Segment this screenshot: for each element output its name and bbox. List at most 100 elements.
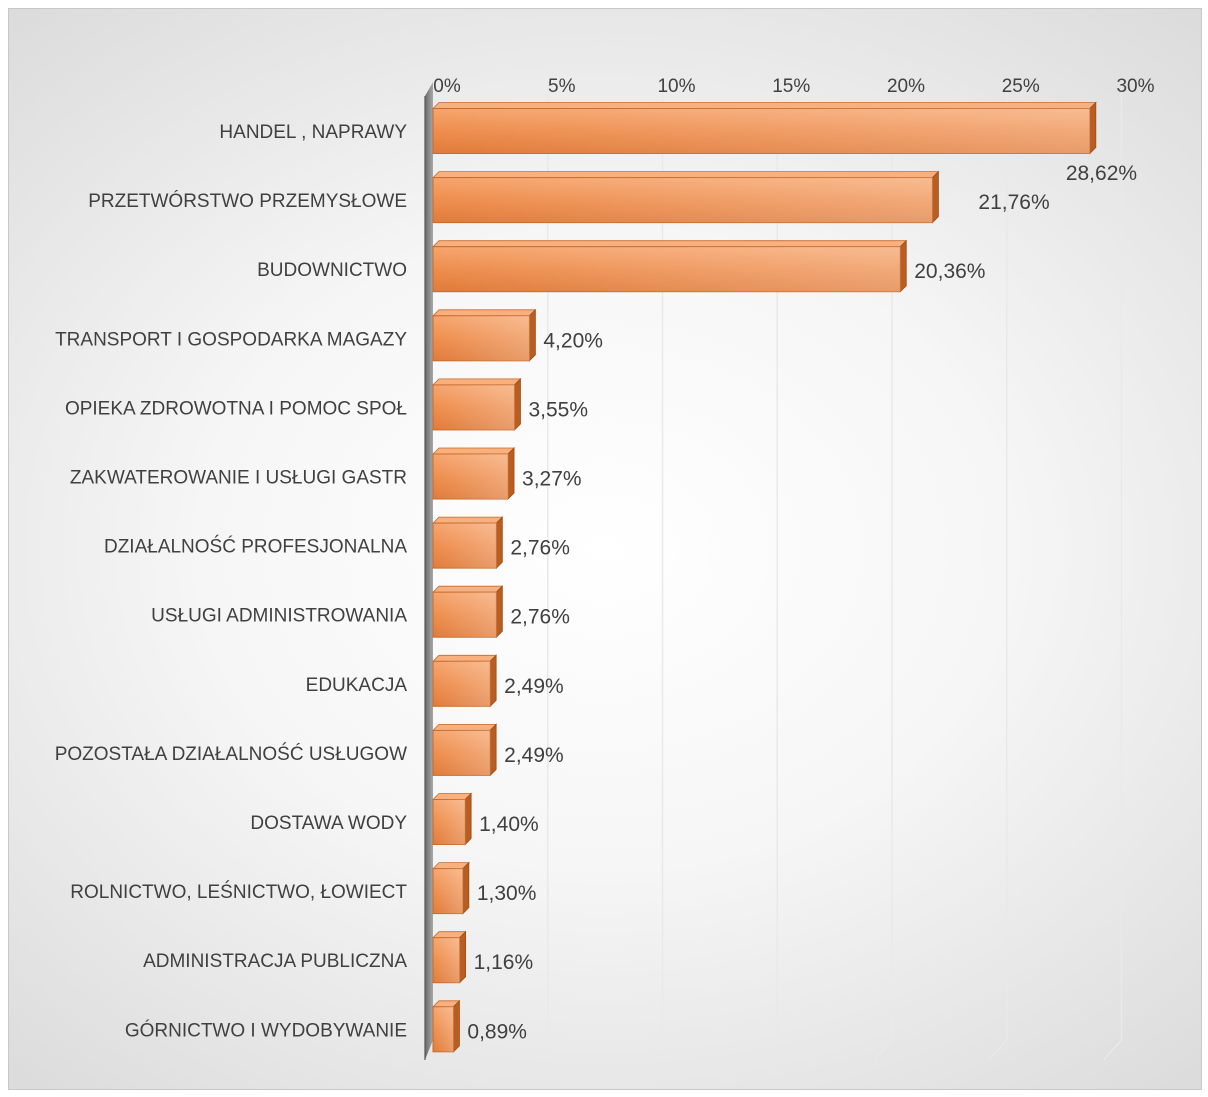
category-label: OPIEKA ZDROWOTNA I POMOC SPOŁ	[65, 398, 407, 419]
bar-top-face	[432, 793, 473, 800]
bar-top-face	[432, 309, 537, 317]
gridline	[643, 82, 664, 1061]
bar-side-face	[489, 654, 497, 708]
bar	[432, 861, 470, 915]
x-tick-label: 25%	[1002, 76, 1040, 97]
bar-sheen	[433, 937, 460, 983]
bar-side-face	[899, 239, 907, 293]
gridlines: 0% 5% 10% 15% 20% 25% 30%	[433, 76, 1155, 1061]
data-label: 21,76%	[978, 191, 1049, 214]
axis	[424, 82, 433, 1060]
data-label: 2,49%	[504, 675, 564, 698]
category-label: TRANSPORT I GOSPODARKA MAGAZY	[55, 329, 407, 350]
bar-top-face	[432, 654, 498, 662]
category-label: ZAKWATEROWANIE I USŁUGI GASTR	[70, 468, 407, 489]
category-label: PRZETWÓRSTWO PRZEMYSŁOWE	[88, 190, 407, 212]
category-label: DOSTAWA WODY	[250, 813, 407, 834]
data-label: 20,36%	[914, 260, 985, 283]
category-label: DZIAŁALNOŚĆ PROFESJONALNA	[104, 536, 407, 558]
bar-side-face	[495, 585, 503, 639]
bar	[432, 101, 1097, 155]
bar	[432, 170, 940, 224]
bar-side-face	[528, 308, 536, 362]
category-label: ROLNICTWO, LEŚNICTWO, ŁOWIECT	[70, 881, 407, 903]
bar	[432, 585, 504, 639]
bar-side-face	[459, 930, 467, 984]
data-label: 3,27%	[522, 468, 582, 491]
bar	[432, 999, 461, 1053]
bar-sheen	[433, 315, 530, 361]
bar-top-face	[432, 240, 908, 248]
bar-sheen	[433, 799, 466, 845]
bar-top-face	[432, 447, 516, 455]
bar-side-face	[514, 377, 521, 431]
bar-side-face	[464, 792, 472, 846]
bar-sheen	[433, 384, 515, 430]
bar	[432, 930, 467, 984]
bar	[432, 447, 516, 500]
gridline	[873, 82, 893, 1061]
bar	[432, 723, 498, 777]
gridline	[988, 82, 1008, 1061]
bar	[432, 308, 537, 362]
category-label: GÓRNICTWO I WYDOBYWANIE	[125, 1019, 407, 1041]
category-label: HANDEL , NAPRAWY	[219, 122, 407, 143]
data-label: 28,62%	[1066, 162, 1137, 185]
bar-sheen	[433, 177, 933, 223]
bar-sheen	[433, 523, 497, 569]
bar-side-face	[453, 999, 460, 1053]
bar-side-face	[507, 447, 515, 500]
bar-side-face	[931, 170, 939, 224]
data-label: 2,76%	[510, 537, 570, 560]
gridline	[529, 82, 549, 1061]
bar	[432, 792, 473, 846]
data-label: 1,16%	[474, 951, 534, 974]
bar-sheen	[433, 661, 491, 707]
data-label: 3,55%	[528, 398, 588, 421]
bar	[432, 377, 522, 431]
bar-side-face	[1089, 101, 1097, 155]
gridline	[758, 82, 778, 1061]
data-label: 2,76%	[510, 606, 570, 629]
bar-top-face	[432, 724, 498, 731]
bar-sheen	[433, 592, 497, 638]
bar-sheen	[433, 108, 1090, 154]
category-label: USŁUGI ADMINISTROWANIA	[151, 606, 407, 627]
data-label: 1,40%	[479, 813, 539, 836]
bar-sheen	[433, 246, 901, 292]
category-label: BUDOWNICTWO	[257, 260, 407, 281]
bar-sheen	[433, 868, 463, 914]
bar-top-face	[432, 102, 1097, 109]
bar-sheen	[433, 1006, 454, 1052]
category-label: EDUKACJA	[306, 675, 408, 696]
x-tick-label: 5%	[548, 76, 576, 97]
bar-sheen	[433, 730, 491, 776]
bar-sheen	[433, 454, 509, 499]
bar-top-face	[432, 516, 504, 524]
bar	[432, 654, 498, 708]
bar	[432, 516, 504, 570]
labels: HANDEL , NAPRAWY 28,62% PRZETWÓRSTWO PRZEM…	[55, 122, 1137, 1043]
x-tick-label: 30%	[1116, 76, 1154, 97]
axis-wall	[425, 82, 433, 1060]
bar-top-face	[432, 378, 522, 386]
bar-side-face	[462, 861, 470, 915]
x-tick-label: 10%	[657, 76, 695, 97]
bar-side-face	[495, 516, 503, 570]
data-label: 1,30%	[477, 882, 537, 905]
data-label: 4,20%	[543, 329, 603, 352]
category-label: ADMINISTRACJA PUBLICZNA	[143, 951, 407, 972]
x-tick-label: 20%	[887, 76, 925, 97]
bar	[432, 239, 908, 293]
bars	[432, 101, 1097, 1053]
x-tick-label: 15%	[772, 76, 810, 97]
bar-side-face	[489, 723, 497, 777]
bar-top-face	[432, 171, 940, 179]
bar-top-face	[432, 585, 504, 593]
x-tick-label: 0%	[433, 76, 461, 97]
data-label: 0,89%	[467, 1020, 527, 1043]
category-label: POZOSTAŁA DZIAŁALNOŚĆ USŁUGOW	[55, 743, 407, 765]
data-label: 2,49%	[504, 744, 564, 767]
gridline	[1102, 82, 1123, 1061]
